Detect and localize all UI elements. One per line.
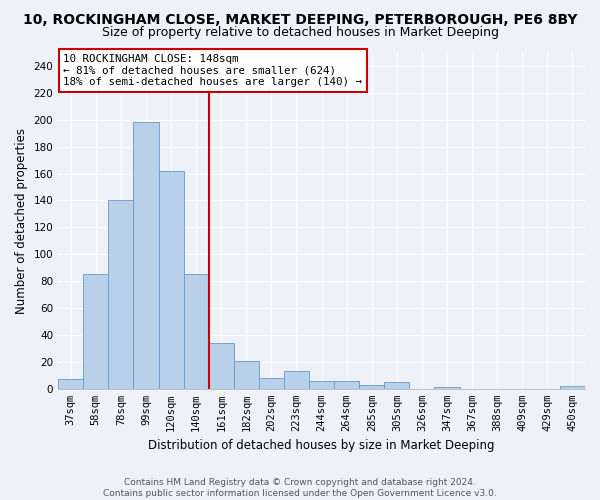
Bar bbox=[158, 171, 184, 389]
Bar bbox=[309, 380, 334, 389]
Y-axis label: Number of detached properties: Number of detached properties bbox=[15, 128, 28, 314]
Text: Size of property relative to detached houses in Market Deeping: Size of property relative to detached ho… bbox=[101, 26, 499, 39]
Bar bbox=[359, 385, 385, 389]
Text: Contains HM Land Registry data © Crown copyright and database right 2024.
Contai: Contains HM Land Registry data © Crown c… bbox=[103, 478, 497, 498]
Bar bbox=[434, 388, 460, 389]
Bar bbox=[234, 360, 259, 389]
Text: 10 ROCKINGHAM CLOSE: 148sqm
← 81% of detached houses are smaller (624)
18% of se: 10 ROCKINGHAM CLOSE: 148sqm ← 81% of det… bbox=[64, 54, 362, 88]
Bar bbox=[58, 380, 83, 389]
Bar bbox=[109, 200, 133, 389]
Bar bbox=[560, 386, 585, 389]
X-axis label: Distribution of detached houses by size in Market Deeping: Distribution of detached houses by size … bbox=[148, 440, 495, 452]
Bar bbox=[184, 274, 209, 389]
Bar bbox=[259, 378, 284, 389]
Bar bbox=[334, 380, 359, 389]
Text: 10, ROCKINGHAM CLOSE, MARKET DEEPING, PETERBOROUGH, PE6 8BY: 10, ROCKINGHAM CLOSE, MARKET DEEPING, PE… bbox=[23, 12, 577, 26]
Bar bbox=[83, 274, 109, 389]
Bar bbox=[385, 382, 409, 389]
Bar bbox=[133, 122, 158, 389]
Bar bbox=[284, 372, 309, 389]
Bar bbox=[209, 343, 234, 389]
